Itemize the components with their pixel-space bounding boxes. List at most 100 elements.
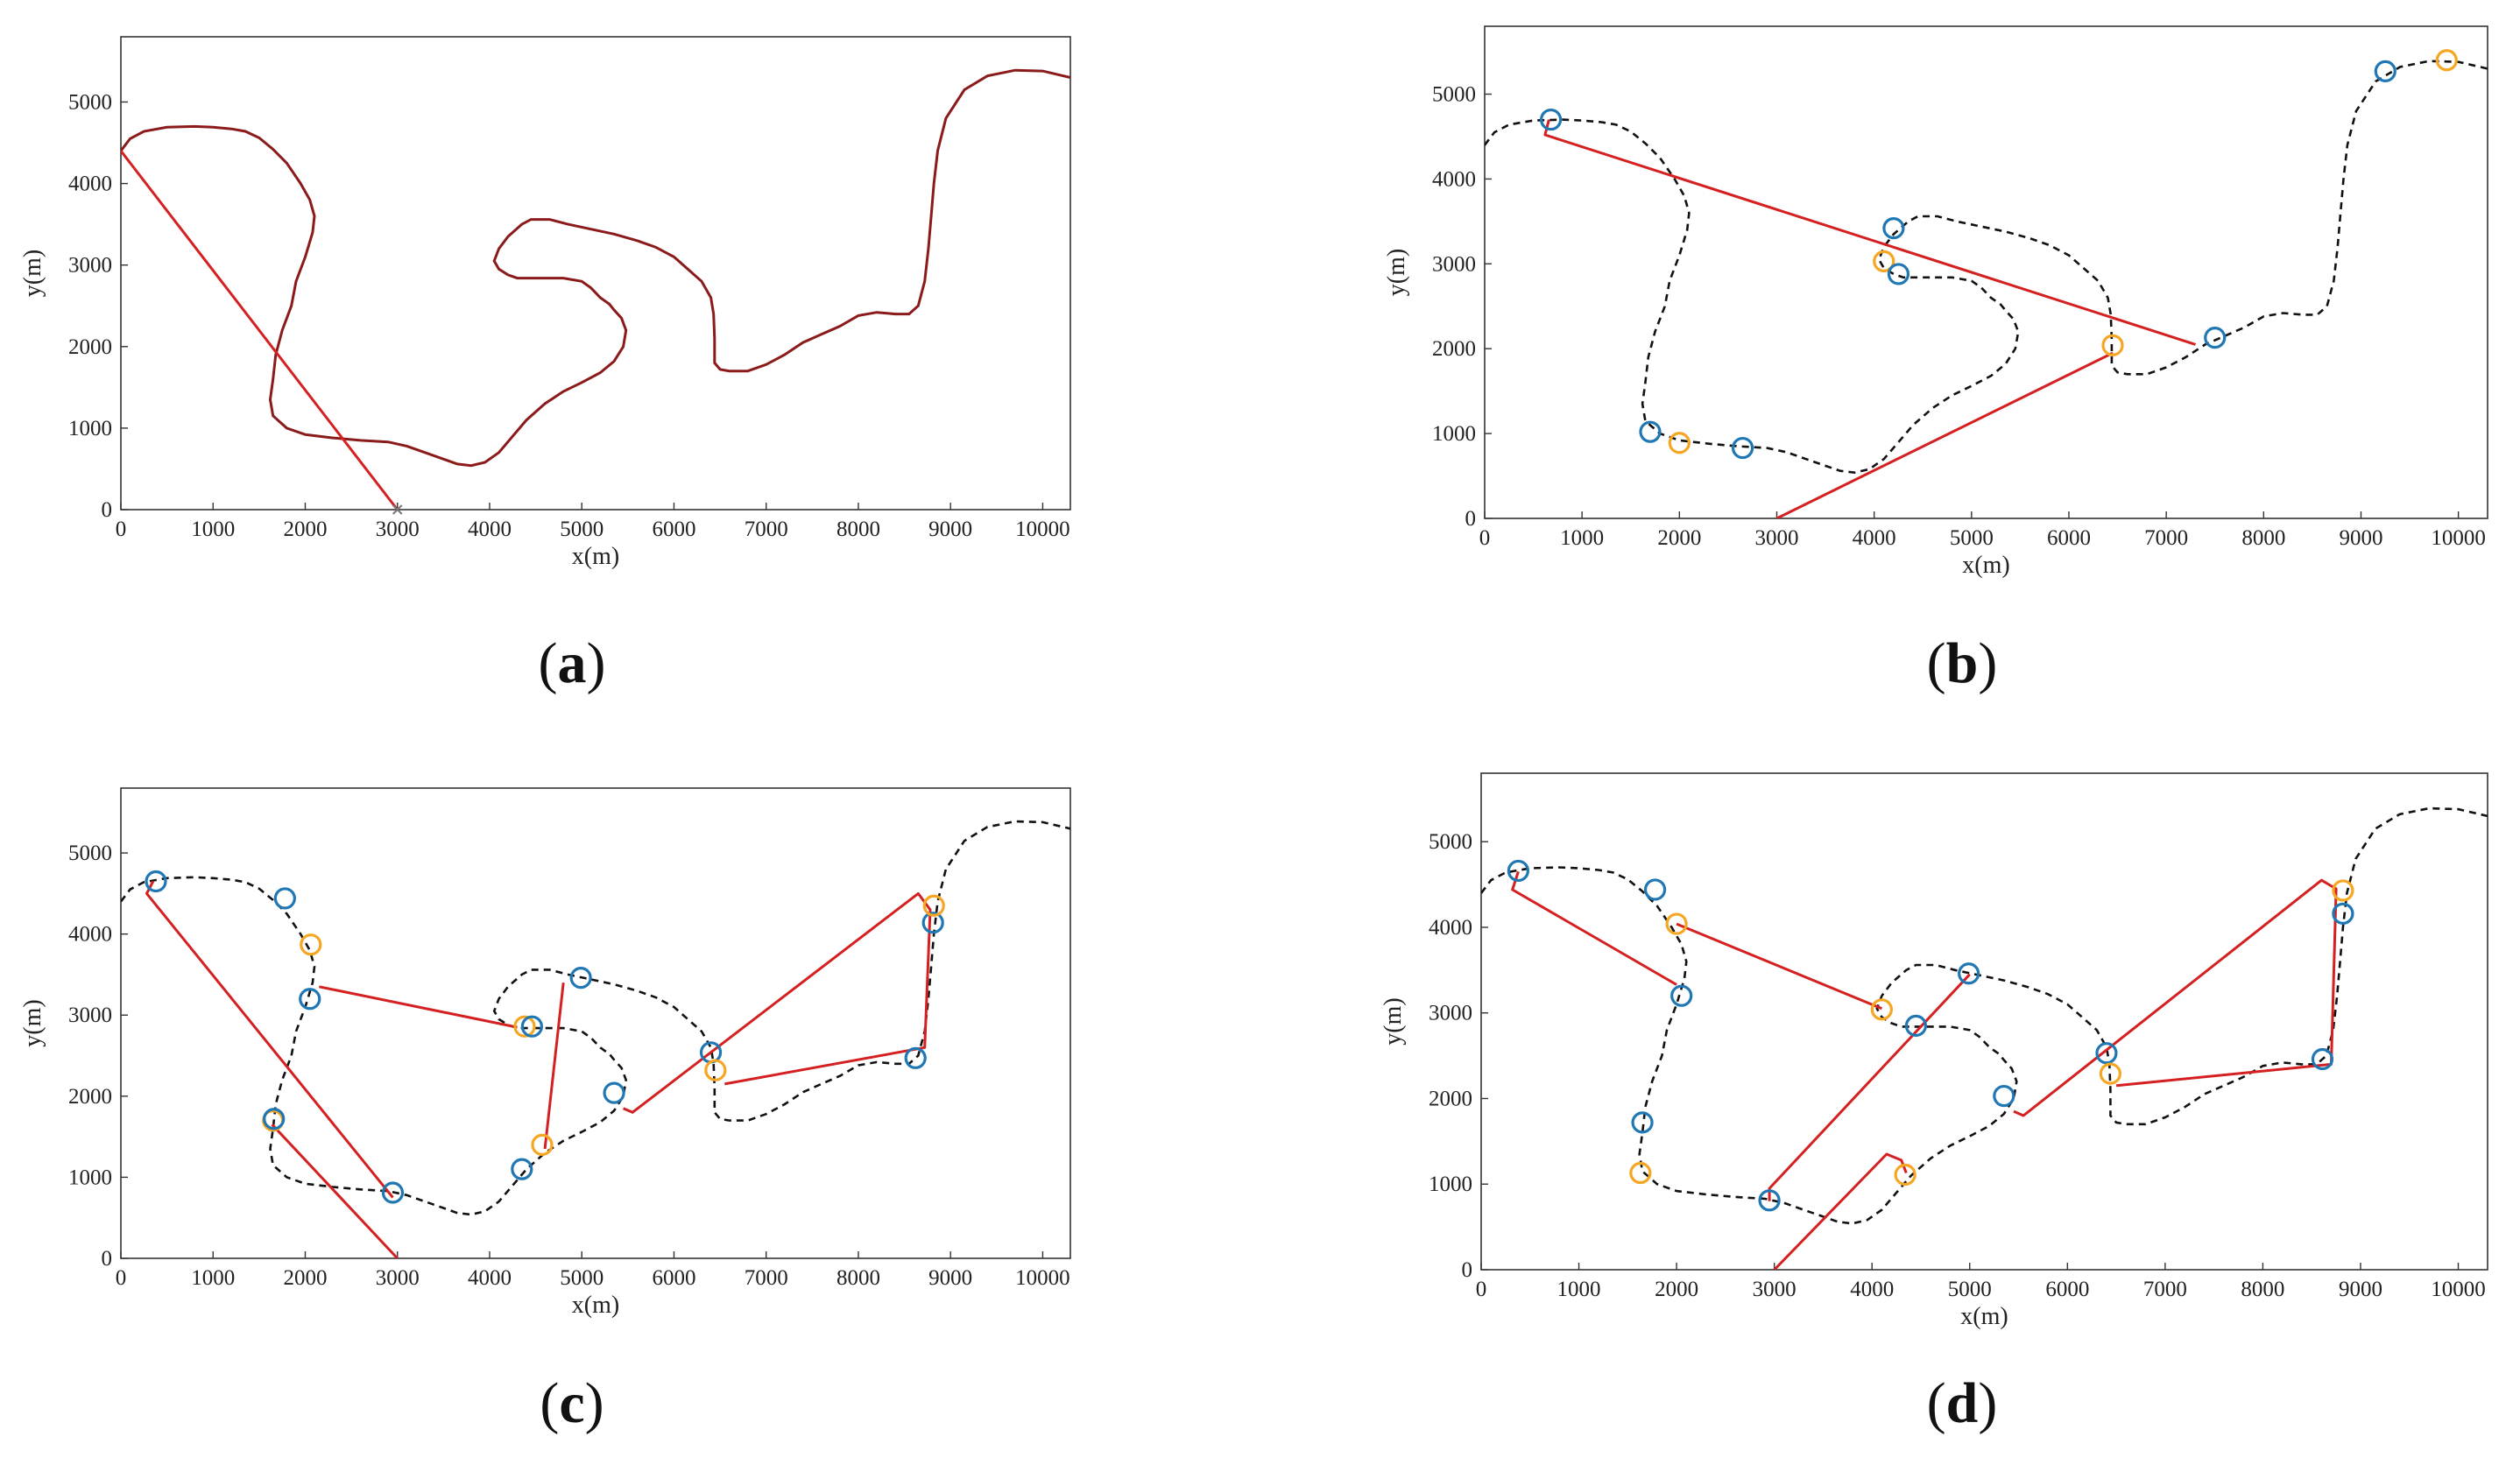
blue-waypoint-marker bbox=[921, 912, 944, 934]
orange-waypoint-marker bbox=[2435, 49, 2458, 72]
y-tick-label: 0 bbox=[1465, 507, 1477, 531]
y-tick-label: 5000 bbox=[68, 842, 112, 865]
orange-waypoint-marker bbox=[2101, 334, 2124, 356]
panel-d: 0 1000 2000 3000 4000 5000 6000 7000 8000 9000 100… bbox=[1314, 753, 2520, 1366]
blue-waypoint-marker bbox=[2332, 902, 2354, 925]
blue-waypoint-marker bbox=[569, 967, 592, 990]
blue-waypoint-marker bbox=[263, 1108, 286, 1130]
y-axis-label: y(m) bbox=[19, 250, 46, 297]
x-tick-label: 2000 bbox=[1655, 1278, 1698, 1301]
x-tick-label: 8000 bbox=[2241, 526, 2285, 550]
blue-waypoint-marker bbox=[1958, 962, 1980, 985]
y-tick-label: 0 bbox=[102, 1247, 113, 1271]
x-tick-label: 6000 bbox=[2045, 1278, 2089, 1301]
x-tick-label: 5000 bbox=[1950, 526, 1994, 550]
x-tick-label: 4000 bbox=[1850, 1278, 1894, 1301]
y-tick-label: 2000 bbox=[1429, 1087, 1472, 1110]
x-tick-label: 1000 bbox=[1560, 526, 1604, 550]
x-tick-label: 9000 bbox=[928, 1266, 972, 1290]
panel-a: 0 1000 2000 3000 4000 5000 6000 7000 8000 9000 100… bbox=[0, 0, 1139, 570]
x-tick-label: 10000 bbox=[2431, 526, 2486, 550]
x-tick-label: 4000 bbox=[468, 1266, 512, 1290]
orange-waypoint-marker bbox=[1870, 998, 1893, 1021]
orange-waypoint-marker bbox=[2332, 879, 2354, 902]
route-route-4 bbox=[543, 983, 565, 1150]
route-route-2 bbox=[1768, 973, 1971, 1201]
orange-waypoint-marker bbox=[922, 894, 945, 917]
blue-waypoint-marker bbox=[904, 1046, 927, 1069]
blue-waypoint-marker bbox=[1887, 263, 1910, 285]
x-axis-label: x(m) bbox=[572, 1292, 619, 1319]
y-tick-label: 1000 bbox=[1432, 422, 1476, 446]
orange-waypoint-marker bbox=[704, 1059, 727, 1081]
blue-waypoint-marker bbox=[520, 1015, 543, 1038]
blue-waypoint-marker bbox=[1758, 1189, 1781, 1212]
x-tick-label: 0 bbox=[1476, 1278, 1487, 1301]
orange-waypoint-marker bbox=[2099, 1062, 2122, 1085]
reference-trajectory bbox=[1485, 60, 2488, 475]
y-tick-label: 2000 bbox=[68, 335, 112, 359]
orange-waypoint-marker bbox=[513, 1015, 536, 1038]
y-tick-label: 5000 bbox=[1429, 830, 1472, 854]
plot-frame bbox=[120, 787, 1071, 1259]
blue-waypoint-marker bbox=[2204, 327, 2227, 349]
route-route-4 bbox=[1676, 922, 1882, 1011]
blue-waypoint-marker bbox=[1882, 217, 1905, 240]
x-tick-label: 7000 bbox=[745, 518, 788, 541]
orange-waypoint-marker bbox=[1894, 1163, 1916, 1187]
y-tick-label: 3000 bbox=[1432, 252, 1476, 276]
orange-waypoint-marker bbox=[300, 933, 322, 956]
x-tick-label: 3000 bbox=[376, 518, 420, 541]
x-tick-label: 0 bbox=[116, 1266, 127, 1290]
x-axis-label: x(m) bbox=[1960, 1303, 2008, 1330]
x-tick-label: 0 bbox=[1479, 526, 1491, 550]
y-tick-label: 5000 bbox=[68, 90, 112, 114]
x-tick-label: 7000 bbox=[2144, 526, 2188, 550]
blue-waypoint-marker bbox=[1731, 436, 1754, 460]
x-tick-label: 1000 bbox=[191, 518, 235, 541]
chart-a: 0 1000 2000 3000 4000 5000 6000 7000 8000 9000 100… bbox=[19, 36, 1071, 570]
orange-waypoint-marker bbox=[1668, 432, 1691, 454]
route-start-leg bbox=[121, 150, 399, 510]
x-tick-label: 3000 bbox=[376, 1266, 420, 1290]
x-tick-label: 3000 bbox=[1754, 526, 1798, 550]
x-tick-label: 9000 bbox=[2339, 1278, 2382, 1301]
x-tick-label: 7000 bbox=[745, 1266, 788, 1290]
orange-waypoint-marker bbox=[1629, 1161, 1652, 1185]
y-tick-label: 3000 bbox=[68, 1004, 112, 1027]
route-route-1 bbox=[271, 1123, 399, 1258]
x-tick-label: 8000 bbox=[836, 1266, 880, 1290]
chart-b: 0 1000 2000 3000 4000 5000 6000 7000 8000 9000 100… bbox=[1383, 25, 2488, 579]
start-marker bbox=[392, 504, 403, 515]
blue-waypoint-marker bbox=[2374, 60, 2396, 82]
x-tick-label: 8000 bbox=[836, 518, 880, 541]
reference-trajectory bbox=[1481, 806, 2488, 1225]
x-tick-label: 9000 bbox=[928, 518, 972, 541]
x-tick-label: 2000 bbox=[283, 1266, 327, 1290]
blue-waypoint-marker bbox=[1904, 1014, 1928, 1037]
y-tick-label: 4000 bbox=[1432, 167, 1476, 191]
blue-waypoint-marker bbox=[603, 1081, 625, 1104]
blue-waypoint-marker bbox=[2095, 1042, 2118, 1065]
y-axis-label: y(m) bbox=[1380, 997, 1407, 1045]
reference-trajectory bbox=[121, 820, 1070, 1216]
plot-area bbox=[1481, 806, 2488, 1270]
y-tick-label: 1000 bbox=[68, 1166, 112, 1189]
y-tick-label: 3000 bbox=[1429, 1002, 1472, 1025]
y-tick-label: 4000 bbox=[68, 173, 112, 196]
panel-c: 0 1000 2000 3000 4000 5000 6000 7000 8000 9000 100… bbox=[0, 753, 1139, 1349]
route-route-3 bbox=[1511, 870, 1677, 986]
x-tick-label: 6000 bbox=[2047, 526, 2091, 550]
reference-trajectory bbox=[121, 68, 1070, 468]
x-tick-label: 2000 bbox=[1657, 526, 1701, 550]
x-tick-label: 9000 bbox=[2339, 526, 2382, 550]
x-tick-label: 5000 bbox=[560, 1266, 604, 1290]
orange-waypoint-marker bbox=[1873, 250, 1895, 273]
route-route-5 bbox=[2013, 878, 2338, 1117]
blue-waypoint-marker bbox=[2311, 1047, 2334, 1071]
x-tick-label: 10000 bbox=[1015, 1266, 1070, 1290]
x-axis-label: x(m) bbox=[1962, 552, 2009, 579]
blue-waypoint-marker bbox=[1639, 420, 1662, 443]
blue-waypoint-marker bbox=[1670, 984, 1693, 1007]
y-tick-label: 5000 bbox=[1432, 83, 1476, 107]
